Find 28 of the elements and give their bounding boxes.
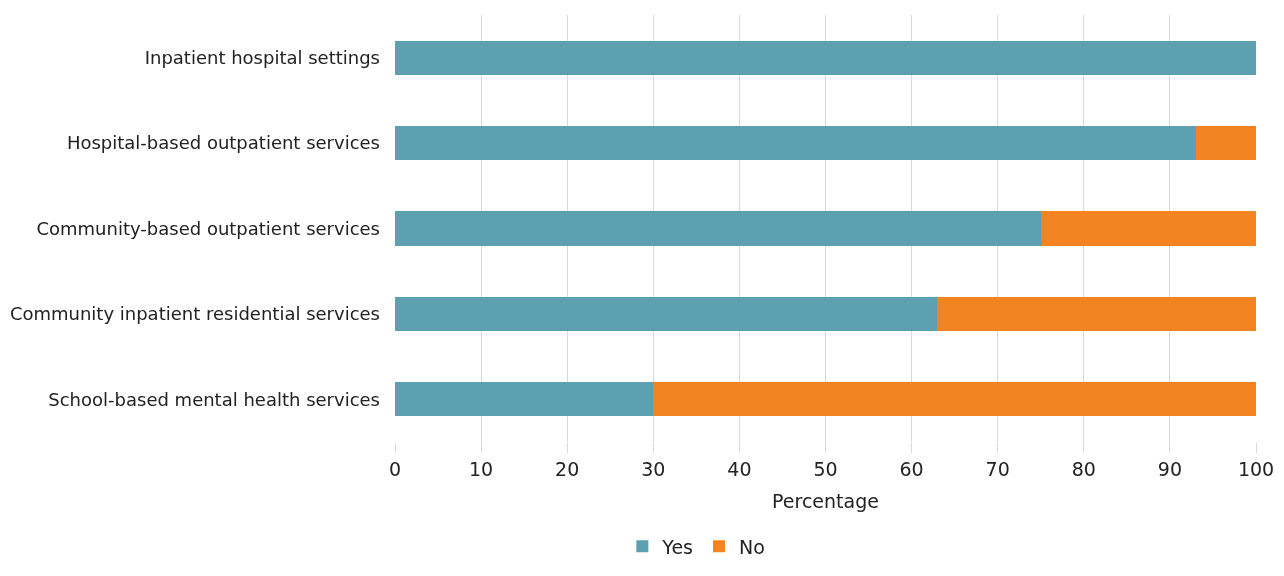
bar bbox=[395, 382, 654, 417]
y-tick-label: Community inpatient residential services bbox=[9, 303, 380, 325]
x-axis-title: Percentage bbox=[772, 489, 879, 512]
x-tick-label: 80 bbox=[1071, 457, 1096, 480]
x-tick-label: 20 bbox=[555, 457, 580, 480]
y-tick-label: Hospital-based outpatient services bbox=[66, 132, 380, 154]
x-tick-label: 60 bbox=[899, 457, 924, 480]
bar bbox=[395, 126, 1196, 161]
x-tick-label: 50 bbox=[813, 457, 838, 480]
legend-label: Yes bbox=[661, 535, 694, 558]
bar bbox=[1195, 126, 1256, 161]
y-tick-label: Inpatient hospital settings bbox=[144, 47, 380, 68]
y-tick-label: Community-based outpatient services bbox=[36, 217, 380, 239]
bar bbox=[395, 211, 1041, 246]
y-tick-label: School-based mental health services bbox=[48, 388, 380, 410]
x-tick-label: 30 bbox=[641, 457, 666, 480]
x-tick-label: 70 bbox=[985, 457, 1010, 480]
x-tick-label: 90 bbox=[1157, 457, 1182, 480]
bar bbox=[1040, 211, 1256, 246]
bar bbox=[653, 382, 1256, 417]
bar bbox=[937, 296, 1256, 331]
legend-label: No bbox=[739, 535, 765, 558]
x-tick-label: 10 bbox=[469, 457, 494, 480]
x-tick-label: 0 bbox=[388, 457, 402, 480]
x-tick-label: 40 bbox=[727, 457, 752, 480]
bar bbox=[395, 296, 938, 331]
bar bbox=[395, 40, 1256, 75]
x-tick-label: 100 bbox=[1237, 457, 1275, 480]
